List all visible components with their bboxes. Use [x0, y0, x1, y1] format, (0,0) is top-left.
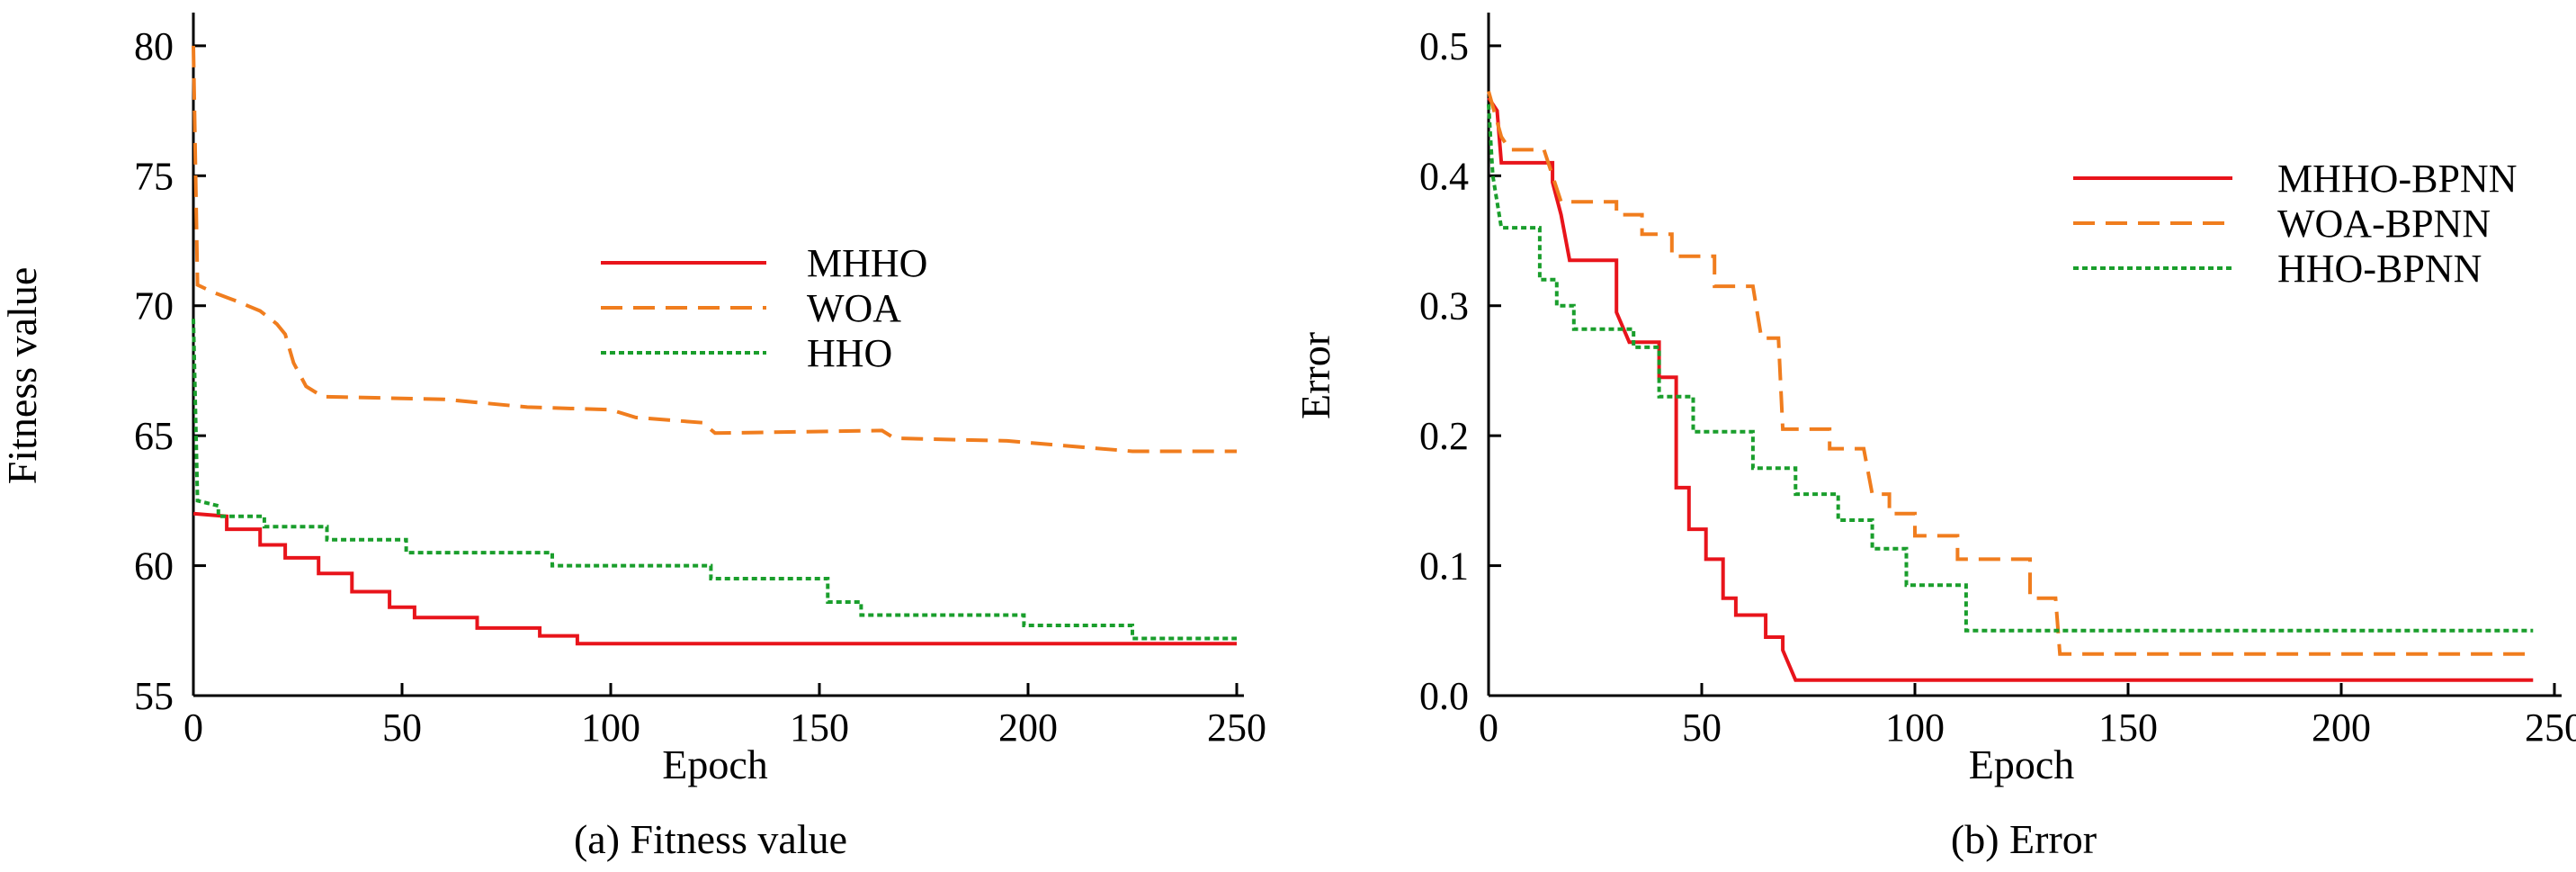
series-line-woa — [192, 45, 1237, 454]
panel-caption: (a) Fitness value — [574, 816, 847, 862]
x-tick-label: 50 — [1682, 706, 1722, 750]
y-tick-label: 0.5 — [1419, 24, 1469, 68]
y-tick-label: 75 — [134, 154, 174, 198]
x-tick-label: 250 — [1207, 706, 1266, 750]
series-line-mhho-bpnn — [1487, 96, 2534, 682]
panel-caption: (b) Error — [1951, 816, 2097, 862]
x-tick-label: 250 — [2525, 706, 2576, 750]
x-tick-label: 100 — [1885, 706, 1945, 750]
series-line-woa-bpnn — [1487, 90, 2534, 656]
series-line-mhho — [192, 511, 1237, 646]
y-tick-label: 70 — [134, 284, 174, 328]
x-axis-title: Epoch — [662, 742, 768, 787]
legend-label: WOA — [807, 286, 901, 330]
y-tick-label: 0.4 — [1419, 154, 1469, 198]
y-tick-label: 80 — [134, 24, 174, 68]
x-tick-label: 150 — [790, 706, 849, 750]
x-tick-label: 0 — [1479, 706, 1498, 750]
y-tick-label: 55 — [134, 674, 174, 718]
x-tick-label: 150 — [2098, 706, 2158, 750]
y-tick-label: 0.2 — [1419, 414, 1469, 458]
x-tick-label: 50 — [382, 706, 422, 750]
series-line-hho — [192, 319, 1237, 641]
legend-label: HHO — [807, 331, 892, 375]
y-axis-title: Fitness value — [0, 267, 45, 484]
x-tick-label: 0 — [183, 706, 203, 750]
x-tick-label: 200 — [998, 706, 1058, 750]
y-tick-label: 0.0 — [1419, 674, 1469, 718]
y-axis-title: Error — [1292, 332, 1338, 419]
x-axis-title: Epoch — [1969, 742, 2075, 787]
legend-label: HHO-BPNN — [2277, 247, 2482, 291]
panel-fitness: 0 50 100 150 200 250 55 60 65 70 75 80 Epoch Fitness … — [0, 13, 1266, 862]
y-tick-label: 0.3 — [1419, 284, 1469, 328]
legend-label: MHHO-BPNN — [2277, 157, 2517, 201]
x-tick-label: 200 — [2312, 706, 2371, 750]
legend-label: MHHO — [807, 241, 927, 285]
panel-error: 0 50 100 150 200 250 0.0 0.1 0.2 0.3 0.4 0.5 Epoch Er… — [1292, 13, 2576, 862]
x-tick-label: 100 — [581, 706, 640, 750]
y-tick-label: 0.1 — [1419, 544, 1469, 589]
y-tick-label: 60 — [134, 544, 174, 589]
legend-label: WOA-BPNN — [2277, 202, 2491, 246]
y-tick-label: 65 — [134, 414, 174, 458]
